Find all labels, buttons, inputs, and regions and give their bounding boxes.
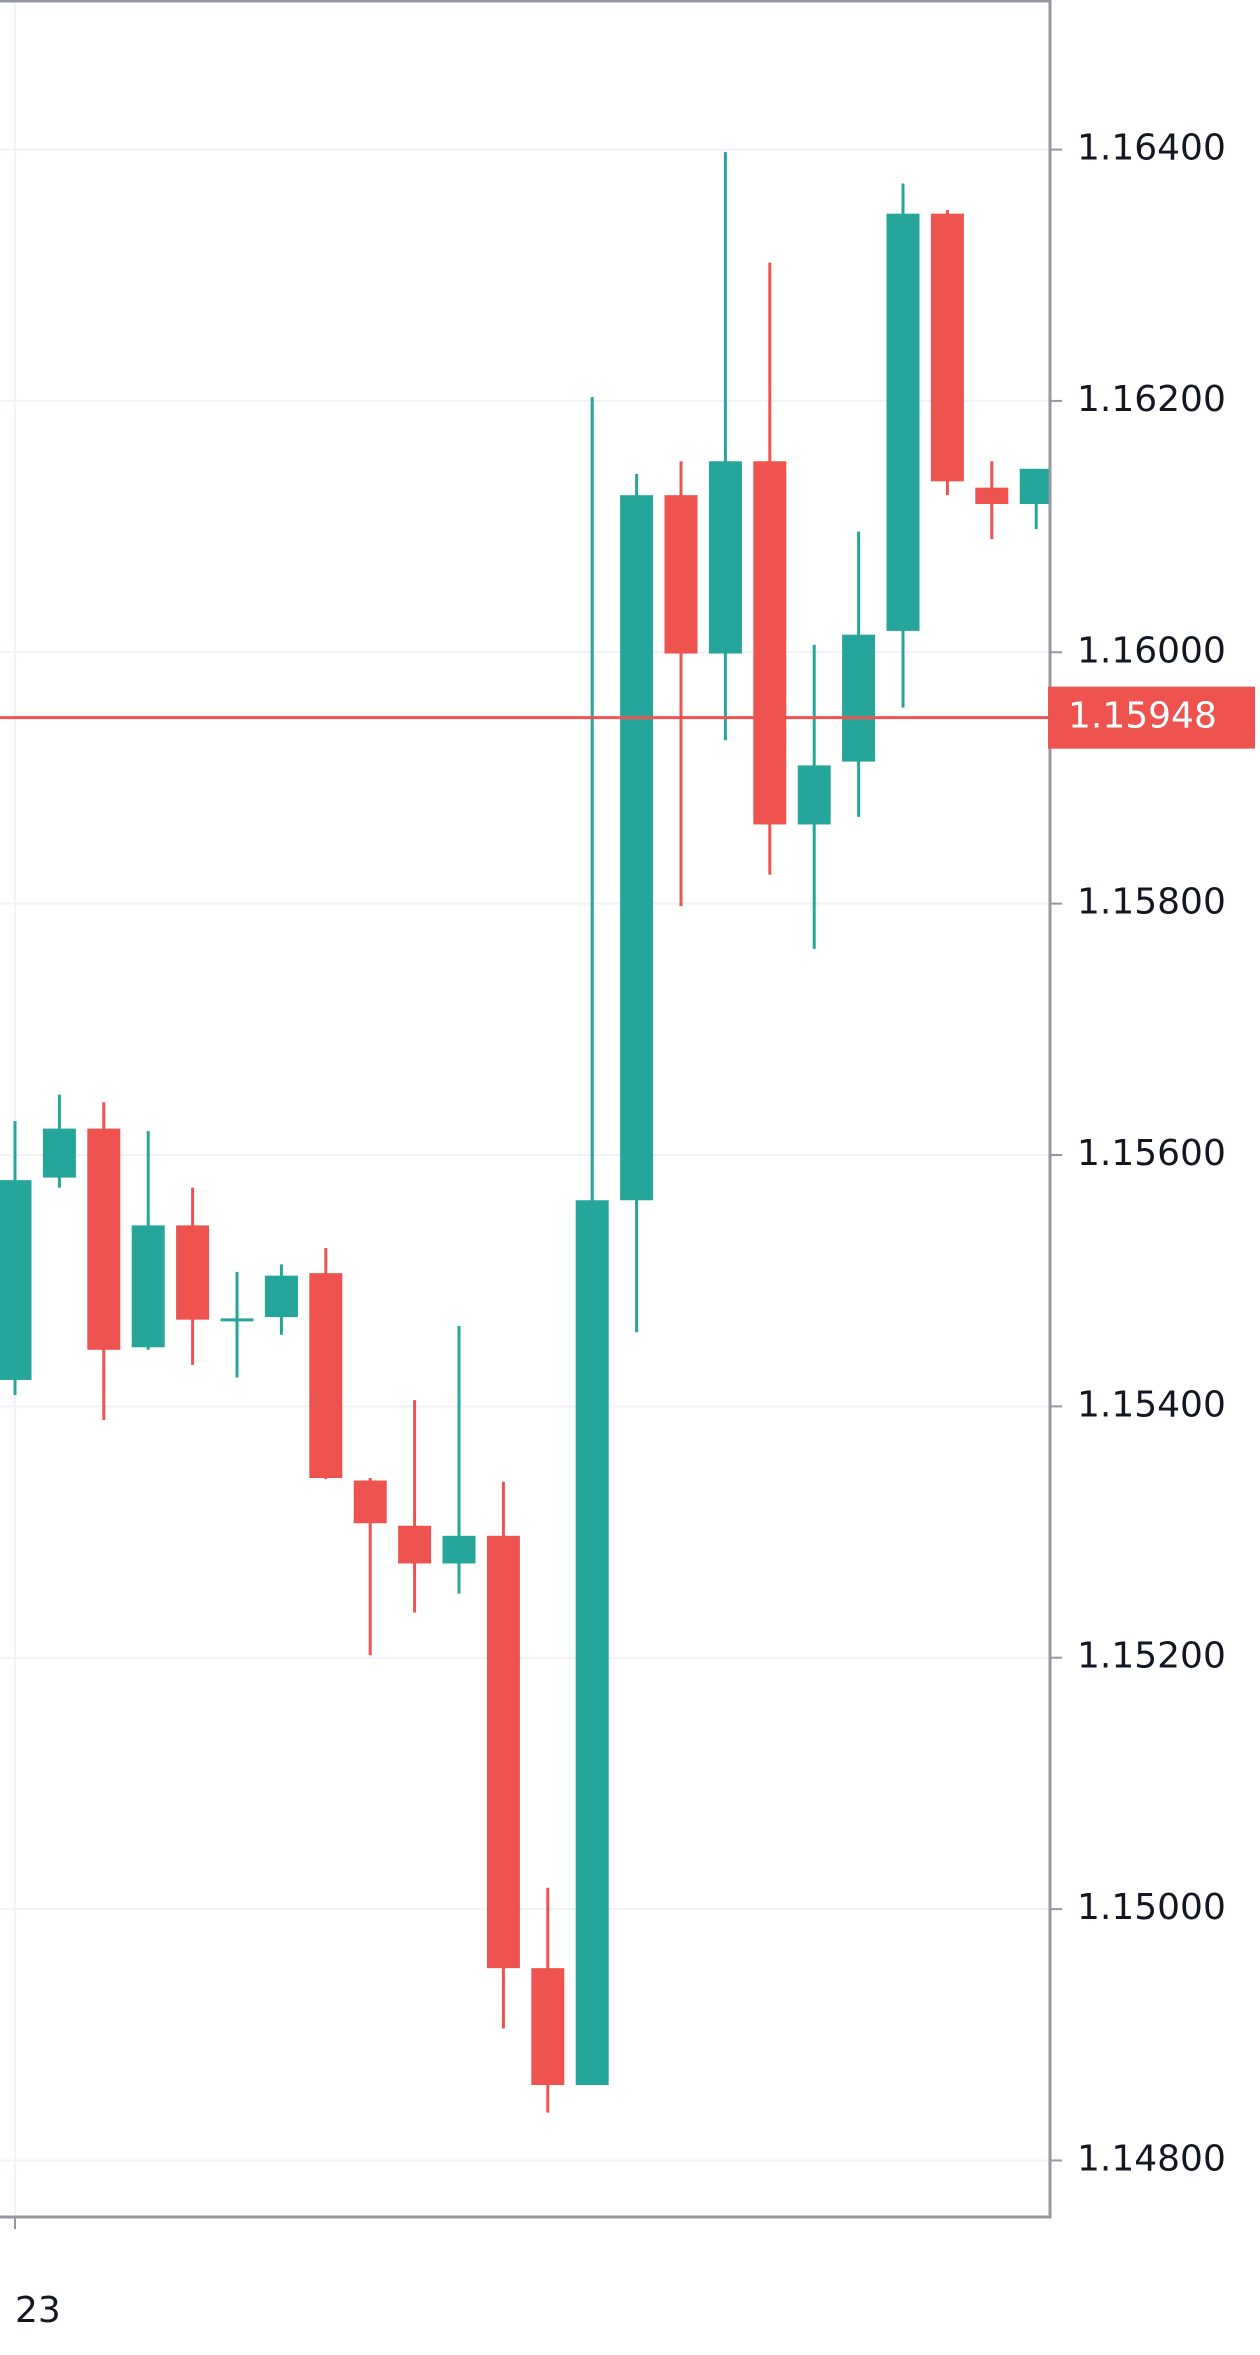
y-tick-label: 1.15800 bbox=[1077, 882, 1226, 923]
candle-body bbox=[620, 495, 654, 1201]
axes: 1.14800 1.15000 1.15200 1.15400 1.15600 1.158… bbox=[14, 128, 1255, 2331]
y-tick-label: 1.14800 bbox=[1077, 2138, 1226, 2179]
y-tick-label: 1.16400 bbox=[1077, 128, 1226, 169]
candle-body bbox=[398, 1525, 432, 1564]
y-tick-label: 1.15000 bbox=[1077, 1887, 1226, 1928]
candle-body bbox=[664, 495, 698, 654]
y-tick-label: 1.16200 bbox=[1077, 379, 1226, 420]
candle-body bbox=[131, 1225, 165, 1348]
candle-body bbox=[531, 1968, 565, 2086]
candle-body bbox=[353, 1480, 387, 1524]
x-tick-label: 23 bbox=[15, 2290, 61, 2331]
candle-body bbox=[220, 1318, 254, 1322]
candle-body bbox=[1019, 468, 1050, 504]
candle-body bbox=[309, 1273, 343, 1478]
y-tick-label: 1.15400 bbox=[1077, 1384, 1226, 1425]
candle-body bbox=[753, 461, 787, 825]
candle-body bbox=[264, 1275, 298, 1318]
plot-area bbox=[0, 152, 1050, 2113]
candle-body bbox=[42, 1128, 76, 1178]
y-tick-label: 1.15200 bbox=[1077, 1636, 1226, 1677]
candle-body bbox=[486, 1535, 520, 1969]
candle-body bbox=[886, 213, 920, 631]
candle-body bbox=[797, 765, 831, 825]
candle-body bbox=[575, 1200, 609, 2086]
candle-body bbox=[930, 213, 964, 482]
last-price-label: 1.15948 bbox=[1068, 696, 1217, 737]
candle-body bbox=[708, 461, 742, 654]
candle-body bbox=[0, 1180, 32, 1380]
candle-body bbox=[87, 1128, 121, 1350]
y-tick-label: 1.16000 bbox=[1077, 630, 1226, 671]
candle-body bbox=[442, 1535, 476, 1564]
y-tick-label: 1.15600 bbox=[1077, 1133, 1226, 1174]
candle-body bbox=[842, 634, 876, 762]
grid bbox=[0, 0, 1050, 2217]
candle-body bbox=[176, 1225, 210, 1320]
plot-border bbox=[0, 0, 1052, 2219]
last-price-badge bbox=[1048, 686, 1255, 749]
candle-body bbox=[975, 487, 1009, 504]
